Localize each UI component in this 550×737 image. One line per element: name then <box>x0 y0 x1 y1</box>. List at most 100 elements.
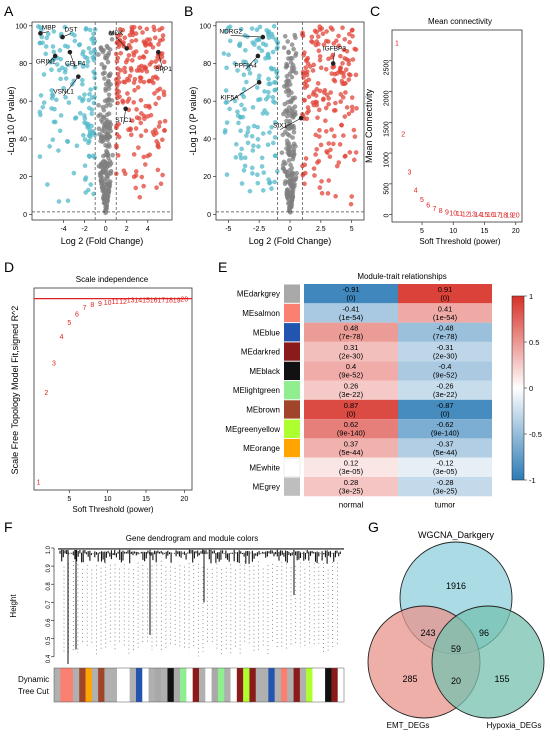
volcano-point <box>279 150 285 155</box>
x-tick-label: -5 <box>225 226 231 233</box>
p-value: (0) <box>440 409 450 418</box>
volcano-point <box>349 104 355 110</box>
volcano-point <box>87 154 92 159</box>
volcano-point <box>332 78 338 84</box>
gene-point-highlight <box>156 49 161 55</box>
volcano-point <box>349 194 354 199</box>
volcano-point <box>352 134 358 139</box>
volcano-point <box>156 124 162 129</box>
volcano-point <box>250 105 256 110</box>
volcano-point <box>98 178 104 184</box>
volcano-point <box>280 132 286 138</box>
volcano-point <box>53 119 58 125</box>
volcano-point <box>131 152 137 157</box>
volcano-point <box>325 191 331 196</box>
volcano-point <box>87 27 93 33</box>
data-point-label: 17 <box>493 212 501 219</box>
gene-point-highlight <box>67 49 73 55</box>
volcano-point <box>317 57 323 63</box>
gene-point-highlight <box>38 31 43 36</box>
p-value: (0) <box>346 409 356 418</box>
y-tick-label: 2500 <box>384 60 391 76</box>
volcano-point <box>43 44 49 49</box>
volcano-point <box>151 24 156 30</box>
module-color-segment <box>60 668 67 702</box>
volcano-point <box>286 158 292 163</box>
volcano-point <box>129 118 135 123</box>
volcano-point <box>141 183 146 189</box>
volcano-point <box>77 60 83 66</box>
volcano-point <box>292 104 298 109</box>
heatmap-cell <box>398 361 492 381</box>
volcano-point <box>274 46 280 52</box>
volcano-point <box>40 104 46 110</box>
volcano-point <box>291 141 297 147</box>
volcano-point <box>91 31 96 36</box>
module-name: MEbrown <box>246 405 280 414</box>
correlation-value: -0.91 <box>342 285 359 294</box>
volcano-point <box>41 72 47 77</box>
volcano-point <box>99 62 104 67</box>
module-swatch <box>284 342 300 361</box>
volcano-point <box>269 186 274 191</box>
module-color-segment <box>79 668 86 702</box>
correlation-value: 0.28 <box>344 478 359 487</box>
volcano-point <box>140 30 145 35</box>
volcano-point <box>245 63 251 68</box>
y-tick-label: 0.8 <box>46 582 52 591</box>
module-swatch <box>284 438 300 458</box>
volcano-point <box>86 133 92 139</box>
volcano-point <box>143 162 148 167</box>
heatmap-cell <box>398 477 492 497</box>
module-name: MEblue <box>253 328 281 337</box>
volcano-point <box>106 96 112 102</box>
module-color-segment <box>154 668 162 702</box>
volcano-point <box>262 89 267 94</box>
volcano-point <box>125 91 130 96</box>
volcano-point <box>122 35 128 41</box>
volcano-point <box>342 154 348 159</box>
volcano-point <box>310 68 316 73</box>
gene-point-highlight <box>255 53 261 59</box>
data-point-label: 20 <box>180 297 188 304</box>
volcano-point <box>139 174 145 180</box>
volcano-point <box>319 191 325 196</box>
data-point-label: 20 <box>512 212 520 219</box>
gene-point-highlight <box>124 46 130 51</box>
volcano-point <box>115 100 120 106</box>
colorbar-label-line2: Tree Cut <box>18 687 50 696</box>
heatmap-cell <box>304 477 398 497</box>
volcano-point <box>235 68 240 73</box>
module-name: MElightgreen <box>233 386 280 395</box>
volcano-point <box>114 132 120 137</box>
volcano-point <box>304 116 310 121</box>
volcano-point <box>225 25 231 31</box>
volcano-point <box>290 173 295 179</box>
panel-letter-d: D <box>4 259 14 275</box>
volcano-point <box>340 61 345 66</box>
module-color-segment <box>236 668 244 702</box>
heatmap-cell <box>304 284 398 304</box>
volcano-point <box>267 180 273 185</box>
volcano-point <box>242 33 248 38</box>
volcano-point <box>319 179 324 184</box>
volcano-point <box>101 176 107 181</box>
volcano-point <box>89 37 94 42</box>
y-tick-label: 0 <box>207 212 211 219</box>
volcano-point <box>242 155 248 161</box>
data-point-label: 1 <box>37 479 41 486</box>
volcano-point <box>271 23 277 29</box>
volcano-point <box>102 64 107 70</box>
volcano-point <box>238 114 243 120</box>
volcano-point <box>256 45 262 51</box>
volcano-point <box>91 41 96 46</box>
volcano-point <box>291 130 297 135</box>
volcano-point <box>324 29 329 34</box>
volcano-point <box>334 71 340 76</box>
module-swatch <box>284 323 300 342</box>
module-color-segment <box>211 668 219 702</box>
y-tick-label: 80 <box>19 61 27 68</box>
volcano-point <box>108 168 114 174</box>
volcano-point <box>103 196 108 202</box>
